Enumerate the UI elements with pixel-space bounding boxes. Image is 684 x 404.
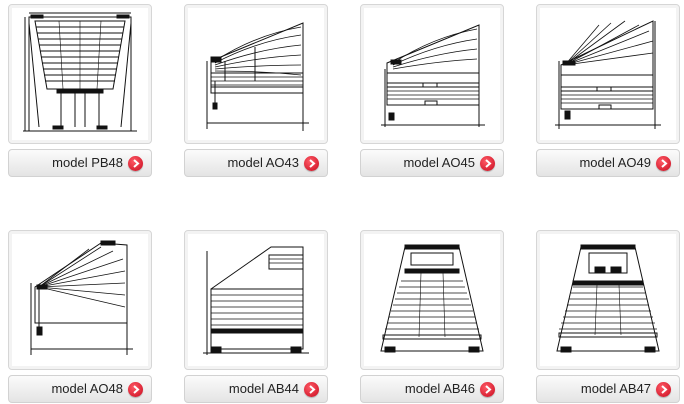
arrow-right-icon — [480, 156, 495, 171]
product-image-ab47[interactable] — [536, 230, 680, 370]
ab46-blind-diagram — [380, 244, 484, 353]
product-link-ao43[interactable]: model AO43 — [184, 149, 328, 177]
ao45-blind-diagram — [381, 24, 485, 127]
product-label: model AO48 — [51, 381, 123, 396]
product-label: model AB46 — [404, 381, 475, 396]
product-image-ao43[interactable] — [184, 4, 328, 144]
product-label: model AO49 — [579, 155, 651, 170]
product-image-ao45[interactable] — [360, 4, 504, 144]
ab44-blind-diagram — [203, 246, 309, 355]
product-link-ao45[interactable]: model AO45 — [360, 149, 504, 177]
product-label: model AO45 — [403, 155, 475, 170]
product-image-pb48[interactable] — [8, 4, 152, 144]
product-link-pb48[interactable]: model PB48 — [8, 149, 152, 177]
product-label: model PB48 — [52, 155, 123, 170]
ao49-blind-diagram — [555, 20, 661, 129]
product-link-ao49[interactable]: model AO49 — [536, 149, 680, 177]
ao43-blind-diagram — [206, 22, 309, 131]
product-card-pb48[interactable]: model PB48 — [8, 4, 152, 177]
arrow-right-icon — [304, 382, 319, 397]
product-link-ab47[interactable]: model AB47 — [536, 375, 680, 403]
pb48-blind-diagram — [23, 12, 137, 132]
arrow-right-icon — [128, 382, 143, 397]
product-label: model AO43 — [227, 155, 299, 170]
product-link-ab44[interactable]: model AB44 — [184, 375, 328, 403]
product-card-ao43[interactable]: model AO43 — [184, 4, 328, 177]
arrow-right-icon — [128, 156, 143, 171]
product-card-ao48[interactable]: model AO48 — [8, 230, 152, 403]
product-link-ao48[interactable]: model AO48 — [8, 375, 152, 403]
product-link-ab46[interactable]: model AB46 — [360, 375, 504, 403]
ab47-blind-diagram — [556, 244, 660, 353]
product-card-ao49[interactable]: model AO49 — [536, 4, 680, 177]
arrow-right-icon — [656, 156, 671, 171]
arrow-right-icon — [656, 382, 671, 397]
product-image-ao49[interactable] — [536, 4, 680, 144]
ao48-blind-diagram — [30, 240, 133, 355]
product-image-ab46[interactable] — [360, 230, 504, 370]
product-card-ab47[interactable]: model AB47 — [536, 230, 680, 403]
product-card-ab46[interactable]: model AB46 — [360, 230, 504, 403]
product-image-ao48[interactable] — [8, 230, 152, 370]
arrow-right-icon — [480, 382, 495, 397]
arrow-right-icon — [304, 156, 319, 171]
product-label: model AB44 — [228, 381, 299, 396]
product-card-ao45[interactable]: model AO45 — [360, 4, 504, 177]
product-label: model AB47 — [580, 381, 651, 396]
product-image-ab44[interactable] — [184, 230, 328, 370]
product-card-ab44[interactable]: model AB44 — [184, 230, 328, 403]
